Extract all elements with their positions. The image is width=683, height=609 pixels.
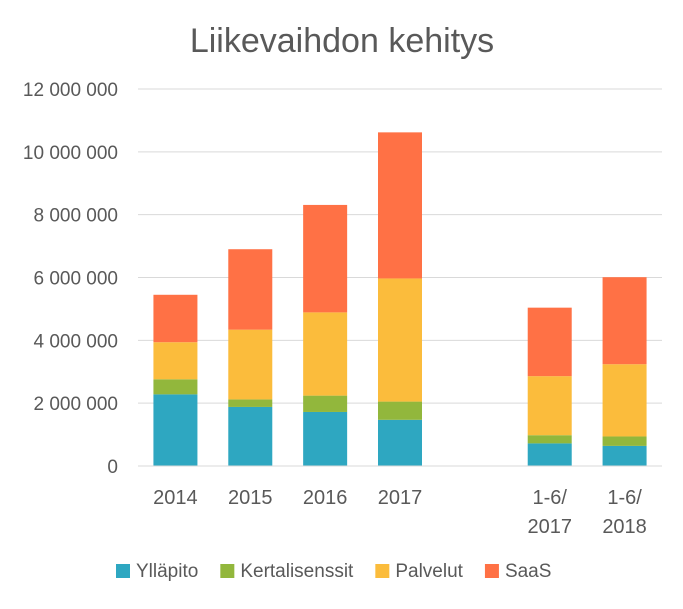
bar-segment [303, 395, 348, 412]
legend-item: SaaS [484, 561, 551, 582]
bar-segment [602, 364, 647, 437]
bar-segment [527, 307, 572, 377]
bar-segment [303, 411, 348, 466]
bar-segment [527, 443, 572, 466]
x-tick-label: 1-6/ [532, 487, 567, 509]
legend-label: SaaS [505, 561, 551, 582]
x-tick-label: 2017 [378, 487, 423, 509]
bar-segment [153, 394, 198, 466]
x-tick-label: 2014 [153, 487, 198, 509]
bar-segment [527, 435, 572, 444]
legend-item: Ylläpito [116, 561, 198, 582]
bar-segment [378, 278, 422, 402]
y-tick-label: 6 000 000 [33, 269, 118, 290]
bar-segment [228, 399, 273, 407]
bar-segment [378, 132, 422, 279]
y-tick-label: 4 000 000 [33, 331, 118, 352]
legend-label: Palvelut [395, 561, 463, 582]
y-tick-label: 10 000 000 [23, 143, 118, 164]
bar-segment [602, 436, 647, 446]
bar-segment [378, 419, 422, 466]
legend-swatch [116, 564, 130, 578]
bar-segment [153, 379, 198, 395]
bar-segment [153, 342, 198, 380]
legend-swatch [375, 564, 390, 578]
x-tick-label: 2015 [228, 487, 273, 509]
x-tick-label: 2018 [602, 516, 647, 538]
legend-swatch [220, 564, 235, 578]
bar-segment [303, 204, 348, 313]
bar-segment [378, 401, 422, 420]
y-tick-label: 0 [107, 457, 118, 478]
legend-item: Kertalisenssit [220, 561, 354, 582]
legend-label: Ylläpito [136, 561, 198, 582]
bar-segment [602, 445, 647, 466]
bar-segment [602, 277, 647, 365]
legend-label: Kertalisenssit [240, 561, 354, 582]
bar-segment [228, 249, 273, 330]
x-tick-label: 2016 [303, 487, 348, 509]
bar-segment [153, 294, 198, 343]
chart-title: Liikevaihdon kehitys [190, 22, 494, 60]
bar-segment [527, 376, 572, 436]
x-tick-label: 1-6/ [607, 487, 642, 509]
y-tick-label: 2 000 000 [33, 394, 118, 415]
y-tick-label: 12 000 000 [23, 80, 118, 101]
bar-segment [303, 312, 348, 396]
y-axis-tick-labels: 0 2 000 000 4 000 000 6 000 000 8 000 000 10 … [23, 80, 118, 478]
legend-swatch [484, 564, 499, 578]
bar-segment [228, 406, 273, 466]
y-tick-label: 8 000 000 [33, 206, 118, 227]
legend: Ylläpito Kertalisenssit Palvelut SaaS [116, 561, 551, 582]
legend-item: Palvelut [375, 561, 464, 582]
x-axis-tick-labels: 2014 2015 2016 2017 1-6/2017 1-6/2018 [153, 487, 647, 538]
x-tick-label: 2017 [527, 516, 572, 538]
bars [153, 132, 647, 466]
bar-segment [228, 329, 273, 400]
